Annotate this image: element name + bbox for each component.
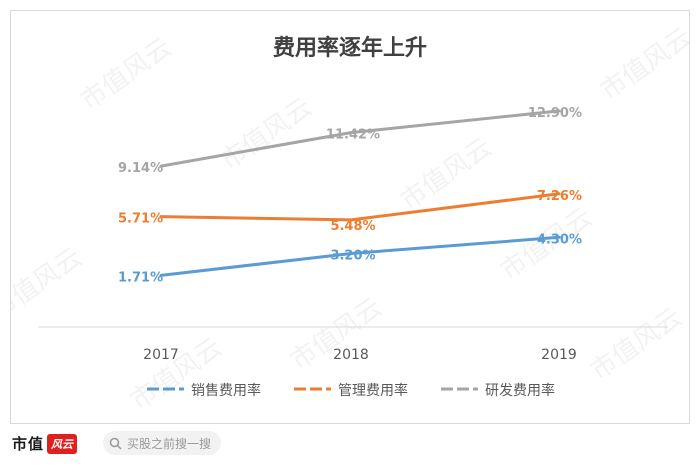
watermark-4: 市值风云	[11, 242, 88, 326]
legend-item-mgmt: 管理费用率	[294, 382, 408, 399]
legend-item-rd: 研发费用率	[441, 382, 555, 399]
legend-item-sales: 销售费用率	[147, 382, 261, 399]
data-label-sales-2017: 1.71%	[118, 270, 163, 285]
search-placeholder: 买股之前搜一搜	[127, 436, 212, 451]
data-label-sales-2018: 3.20%	[330, 248, 375, 263]
watermark-1: 市值风云	[595, 22, 689, 106]
series-line-rd	[159, 109, 561, 168]
search-box[interactable]: 买股之前搜一搜	[103, 431, 222, 455]
series-line-sales	[159, 235, 561, 277]
watermark-0: 市值风云	[75, 32, 177, 116]
logo-mark: 风云	[47, 433, 78, 454]
legend-label-sales: 销售费用率	[191, 382, 261, 399]
data-label-rd-2018: 11.42%	[326, 128, 380, 143]
x-tick-2018: 2018	[333, 347, 369, 363]
footer: 市值 风云 买股之前搜一搜	[0, 425, 700, 467]
search-icon	[109, 437, 122, 450]
data-label-mgmt-2019: 7.26%	[537, 189, 582, 204]
chart-title: 费用率逐年上升	[273, 35, 427, 61]
logo-text: 市值	[12, 435, 45, 453]
data-label-mgmt-2017: 5.71%	[118, 212, 163, 227]
watermark-6: 市值风云	[585, 302, 687, 386]
watermark-5: 市值风云	[285, 292, 387, 376]
legend-label-mgmt: 管理费用率	[338, 382, 408, 399]
data-label-mgmt-2018: 5.48%	[330, 219, 375, 234]
data-label-sales-2019: 4.30%	[537, 232, 582, 247]
data-label-rd-2019: 12.90%	[528, 106, 582, 121]
chart-card: 费用率逐年上升 市值风云 市值风云 市值风云 市值风云 市值风云 市值风云 市值风云 市值风云…	[0, 10, 698, 424]
site-logo[interactable]: 市值 风云	[12, 433, 78, 454]
x-tick-2017: 2017	[143, 347, 179, 363]
x-tick-2019: 2019	[541, 347, 577, 363]
watermark-8: 市值风云	[125, 332, 227, 416]
watermark-7: 市值风云	[215, 92, 317, 176]
series-line-mgmt	[159, 192, 561, 222]
data-label-rd-2017: 9.14%	[118, 161, 163, 176]
legend-label-rd: 研发费用率	[485, 382, 555, 399]
